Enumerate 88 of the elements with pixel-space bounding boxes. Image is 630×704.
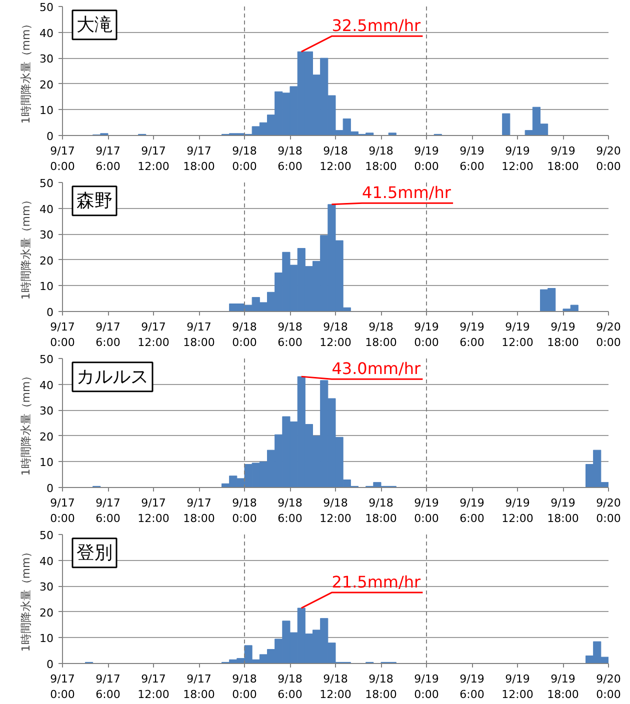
y-tick-label: 10 [40, 280, 54, 294]
y-tick-label: 40 [40, 202, 54, 216]
x-tick-label: 9/18 12:00 [320, 144, 352, 174]
x-tick-label: 9/20 0:00 [596, 144, 621, 174]
y-tick-label: 20 [40, 254, 54, 268]
x-tick-label: 9/19 12:00 [502, 320, 534, 350]
y-tick-label: 40 [40, 378, 54, 392]
x-tick-label: 9/19 18:00 [547, 672, 579, 702]
y-tick-label: 50 [40, 353, 54, 366]
x-tick-label: 9/18 0:00 [232, 496, 257, 526]
annotation: 21.5mm/hr [332, 572, 422, 592]
y-tick-label: 20 [40, 430, 54, 444]
x-tick-label: 9/17 6:00 [96, 144, 120, 174]
x-tick-label: 9/20 0:00 [596, 672, 621, 702]
x-tick-label: 9/19 18:00 [547, 144, 579, 174]
x-tick-label: 9/17 18:00 [183, 144, 215, 174]
x-tick-label: 9/17 6:00 [96, 672, 120, 702]
y-axis-title: 1時間降水量（mm） [20, 18, 33, 124]
text: 大滝 [76, 14, 112, 36]
x-tick-label: 9/18 12:00 [320, 320, 352, 350]
text: カルルス [76, 366, 148, 388]
x-tick-label: 9/19 12:00 [502, 496, 534, 526]
x-tick-label: 9/19 6:00 [460, 320, 484, 350]
y-axis-title: 1時間降水量（mm） [20, 194, 33, 300]
x-tick-label: 9/19 6:00 [460, 144, 484, 174]
x-tick-label: 9/18 12:00 [320, 672, 352, 702]
x-tick-label: 9/18 18:00 [365, 496, 397, 526]
x-tick-label: 9/19 0:00 [414, 144, 439, 174]
x-tick-label: 9/18 6:00 [278, 144, 302, 174]
x-tick-label: 9/18 12:00 [320, 496, 352, 526]
x-tick-label: 9/19 18:00 [547, 320, 579, 350]
x-tick-label: 9/18 18:00 [365, 672, 397, 702]
x-tick-label: 9/17 0:00 [50, 672, 75, 702]
x-tick-label: 9/17 12:00 [138, 496, 170, 526]
x-tick-label: 9/19 6:00 [460, 672, 484, 702]
x-tick-label: 9/17 12:00 [138, 320, 170, 350]
x-tick-label: 9/18 18:00 [365, 144, 397, 174]
x-tick-label: 9/18 18:00 [365, 320, 397, 350]
y-tick-label: 10 [40, 456, 54, 470]
x-tick-label: 9/19 12:00 [502, 144, 534, 174]
y-tick-label: 50 [40, 177, 54, 190]
x-tick-label: 9/18 0:00 [232, 144, 257, 174]
x-tick-label: 9/17 12:00 [138, 144, 170, 174]
x-tick-label: 9/17 0:00 [50, 144, 75, 174]
x-tick-label: 9/19 12:00 [502, 672, 534, 702]
x-tick-label: 9/18 6:00 [278, 320, 302, 350]
y-axis-title: 1時間降水量（mm） [20, 370, 33, 476]
text: 登別 [76, 542, 112, 564]
x-tick-label: 9/18 0:00 [232, 320, 257, 350]
annotation: 32.5mm/hr [332, 16, 422, 36]
x-tick-label: 9/17 18:00 [183, 320, 215, 350]
text: 森野 [76, 190, 112, 212]
x-tick-label: 9/17 12:00 [138, 672, 170, 702]
annotation: 43.0mm/hr [332, 359, 422, 378]
x-tick-label: 9/19 0:00 [414, 320, 439, 350]
y-tick-label: 30 [40, 228, 54, 242]
y-tick-label: 0 [46, 130, 54, 143]
x-tick-label: 9/18 0:00 [232, 672, 257, 702]
y-tick-label: 30 [40, 580, 54, 594]
x-tick-label: 9/17 18:00 [183, 496, 215, 526]
y-tick-label: 20 [40, 78, 54, 92]
x-tick-label: 9/17 0:00 [50, 496, 75, 526]
y-tick-label: 30 [40, 52, 54, 66]
y-tick-label: 0 [46, 306, 54, 319]
x-tick-label: 9/19 0:00 [414, 496, 439, 526]
y-tick-label: 40 [40, 26, 54, 40]
x-tick-label: 9/18 6:00 [278, 672, 302, 702]
y-tick-label: 40 [40, 554, 54, 568]
y-tick-label: 50 [40, 529, 54, 542]
x-tick-label: 9/17 6:00 [96, 496, 120, 526]
y-axis-title: 1時間降水量（mm） [20, 546, 33, 652]
x-tick-label: 9/19 6:00 [460, 496, 484, 526]
y-tick-label: 0 [46, 482, 54, 495]
annotation: 41.5mm/hr [362, 183, 452, 202]
x-tick-label: 9/20 0:00 [596, 496, 621, 526]
x-tick-label: 9/17 18:00 [183, 672, 215, 702]
y-tick-label: 10 [40, 104, 54, 118]
y-tick-label: 0 [46, 658, 54, 671]
y-tick-label: 50 [40, 1, 54, 14]
x-tick-label: 9/17 0:00 [50, 320, 75, 350]
y-tick-label: 10 [40, 632, 54, 646]
y-tick-label: 20 [40, 606, 54, 620]
x-tick-label: 9/19 0:00 [414, 672, 439, 702]
y-tick-label: 30 [40, 404, 54, 418]
x-tick-label: 9/18 6:00 [278, 496, 302, 526]
x-tick-label: 9/17 6:00 [96, 320, 120, 350]
x-tick-label: 9/19 18:00 [547, 496, 579, 526]
x-tick-label: 9/20 0:00 [596, 320, 621, 350]
